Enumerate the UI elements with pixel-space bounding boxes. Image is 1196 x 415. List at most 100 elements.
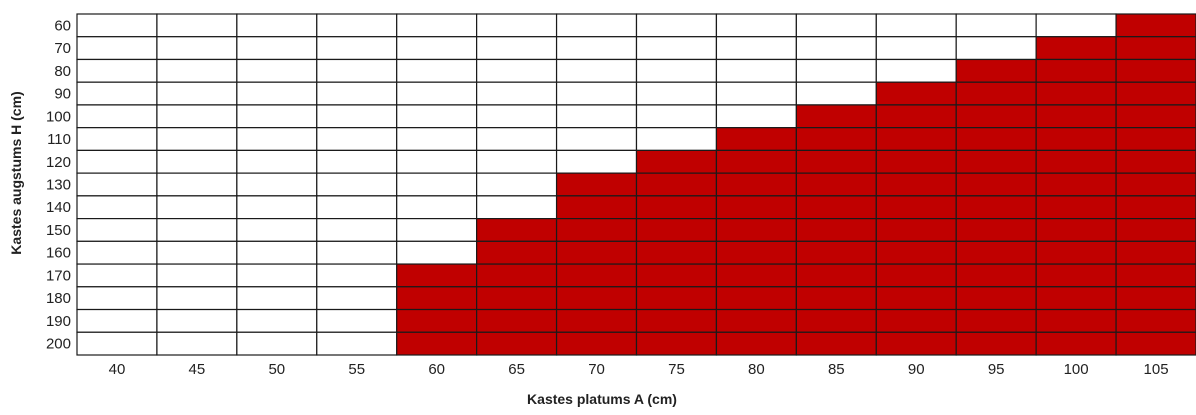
cell-w70-h120 (555, 149, 638, 174)
cell-w95-h120 (955, 149, 1037, 174)
cell-w80-h180 (715, 286, 797, 311)
cell-w70-h60 (555, 13, 638, 38)
x-tick-label: 90 (908, 361, 925, 378)
x-tick-label: 45 (189, 361, 206, 378)
y-axis-title: Kastes augstums H (cm) (8, 91, 24, 254)
cell-w105-h70 (1115, 36, 1196, 61)
y-tick-label: 140 (46, 199, 71, 216)
cell-w90-h60 (875, 13, 957, 38)
cell-w90-h90 (875, 81, 957, 106)
cell-w90-h200 (875, 331, 957, 356)
cell-w80-h190 (715, 308, 797, 333)
cell-w100-h60 (1035, 13, 1117, 38)
cell-w65-h80 (476, 58, 558, 83)
cell-w60-h100 (396, 104, 478, 129)
cell-w60-h110 (396, 127, 478, 151)
cell-w45-h140 (156, 195, 238, 220)
cell-w55-h170 (316, 263, 398, 288)
y-tick-label: 70 (54, 40, 71, 57)
cell-w90-h170 (875, 263, 957, 288)
x-tick-label: 100 (1064, 361, 1089, 378)
cell-w40-h170 (76, 263, 158, 288)
cell-w55-h160 (316, 240, 398, 265)
cell-w40-h80 (76, 58, 158, 83)
cell-w45-h180 (156, 286, 238, 311)
y-tick-label: 190 (46, 313, 71, 330)
y-tick-label: 180 (46, 290, 71, 307)
cell-w90-h80 (875, 58, 957, 83)
cell-w55-h100 (316, 104, 398, 129)
cell-w85-h90 (795, 81, 877, 106)
cell-w40-h60 (76, 13, 158, 38)
cell-w95-h130 (955, 172, 1037, 197)
cell-w80-h140 (715, 195, 797, 220)
cell-w90-h120 (875, 149, 957, 174)
cell-w75-h110 (635, 127, 718, 151)
cell-w95-h100 (955, 104, 1037, 129)
cell-w55-h190 (316, 308, 398, 333)
cell-w80-h70 (715, 36, 797, 61)
cell-w105-h180 (1115, 286, 1196, 311)
cell-w70-h70 (555, 36, 638, 61)
cell-w100-h90 (1035, 81, 1117, 106)
cell-w80-h100 (715, 104, 797, 129)
cell-w40-h110 (76, 127, 158, 151)
cell-w80-h60 (715, 13, 797, 38)
cell-w70-h90 (555, 81, 638, 106)
cell-w55-h60 (316, 13, 398, 38)
cell-w65-h200 (476, 331, 558, 356)
y-tick-label: 80 (54, 63, 71, 80)
cell-w50-h70 (236, 36, 318, 61)
cell-w80-h110 (715, 127, 797, 151)
y-tick-label: 150 (46, 222, 71, 239)
cell-w50-h90 (236, 81, 318, 106)
cell-w50-h150 (236, 218, 318, 242)
cell-w75-h120 (635, 149, 718, 174)
cell-w105-h140 (1115, 195, 1196, 220)
cell-w70-h80 (555, 58, 638, 83)
y-tick-label: 130 (46, 177, 71, 194)
cell-w100-h120 (1035, 149, 1117, 174)
cell-w75-h160 (635, 240, 718, 265)
cell-w45-h160 (156, 240, 238, 265)
cell-w65-h180 (476, 286, 558, 311)
cell-w65-h170 (476, 263, 558, 288)
cell-w80-h170 (715, 263, 797, 288)
x-tick-label: 85 (828, 361, 845, 378)
cell-w85-h160 (795, 240, 877, 265)
cell-w80-h160 (715, 240, 797, 265)
cell-w45-h190 (156, 308, 238, 333)
cell-w75-h80 (635, 58, 718, 83)
cell-w85-h80 (795, 58, 877, 83)
cell-w75-h150 (635, 218, 718, 242)
cell-w95-h80 (955, 58, 1037, 83)
cell-w55-h70 (316, 36, 398, 61)
cell-w40-h150 (76, 218, 158, 242)
cell-w85-h120 (795, 149, 877, 174)
cell-w85-h180 (795, 286, 877, 311)
cell-w40-h120 (76, 149, 158, 174)
cell-w100-h200 (1035, 331, 1117, 356)
x-tick-label: 70 (588, 361, 605, 378)
cell-w65-h140 (476, 195, 558, 220)
cell-w40-h90 (76, 81, 158, 106)
cell-w40-h70 (76, 36, 158, 61)
cell-w85-h190 (795, 308, 877, 333)
cell-w45-h100 (156, 104, 238, 129)
cell-w105-h110 (1115, 127, 1196, 151)
cell-w95-h90 (955, 81, 1037, 106)
cell-w60-h180 (396, 286, 478, 311)
cell-w65-h100 (476, 104, 558, 129)
cell-w65-h60 (476, 13, 558, 38)
cell-w40-h200 (76, 331, 158, 356)
cell-w40-h180 (76, 286, 158, 311)
cell-w65-h70 (476, 36, 558, 61)
cell-w95-h170 (955, 263, 1037, 288)
cell-w105-h150 (1115, 218, 1196, 242)
cell-w95-h140 (955, 195, 1037, 220)
cell-w70-h140 (555, 195, 638, 220)
cell-w55-h200 (316, 331, 398, 356)
cell-w105-h90 (1115, 81, 1196, 106)
cell-w80-h130 (715, 172, 797, 197)
